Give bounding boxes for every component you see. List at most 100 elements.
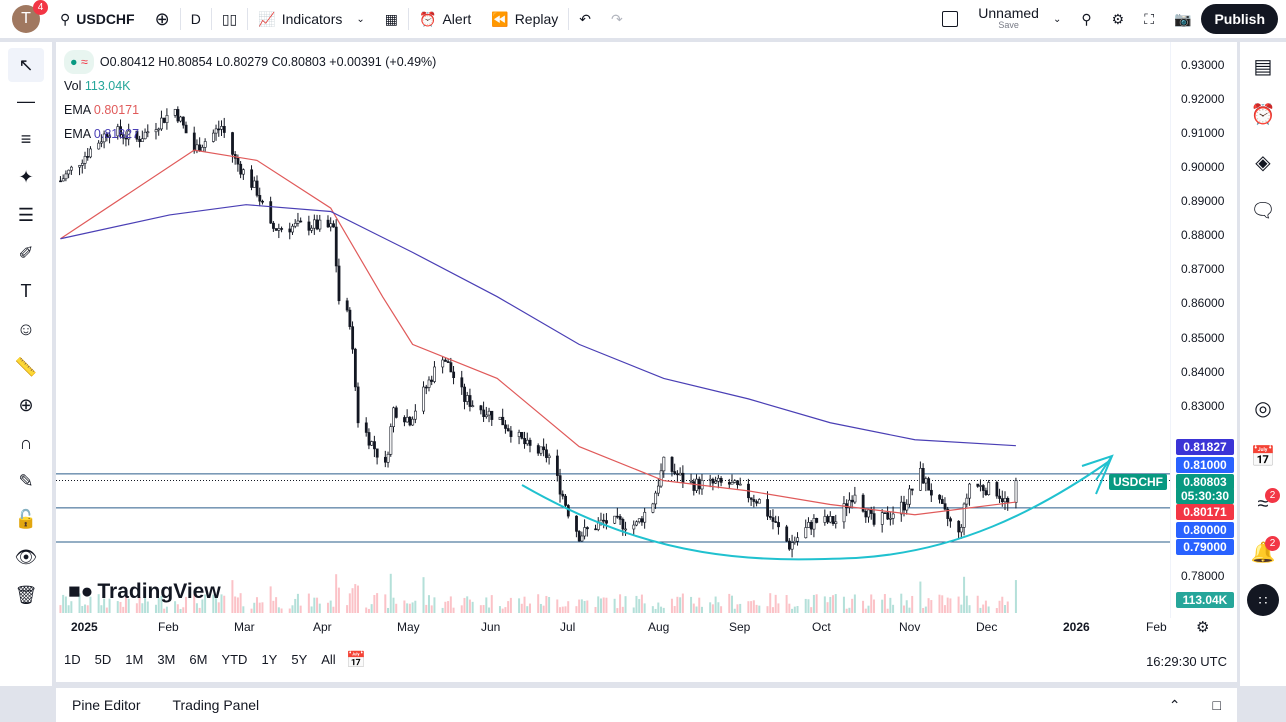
- candle-body: [446, 361, 450, 363]
- candle-body: [738, 483, 742, 486]
- candle-body: [108, 135, 112, 138]
- volume-bar: [490, 595, 493, 613]
- candle-body: [61, 178, 65, 182]
- interval-button[interactable]: D: [190, 11, 201, 27]
- candle-body: [222, 126, 226, 133]
- volume-bar: [755, 604, 758, 613]
- volume-bar: [163, 608, 166, 613]
- maximize-icon[interactable]: □: [1212, 697, 1221, 713]
- alert-button[interactable]: ⏰ Alert: [419, 10, 472, 28]
- candle-body: [389, 426, 393, 455]
- date-range-icon[interactable]: 📅: [346, 652, 366, 669]
- volume-bar: [621, 606, 624, 613]
- candle-body: [577, 531, 581, 542]
- chat-button[interactable]: 🗨: [1240, 186, 1286, 234]
- text-tool[interactable]: T: [0, 272, 52, 310]
- compare-button[interactable]: ⊕: [145, 0, 180, 38]
- volume-bar: [597, 596, 600, 613]
- candle-body: [299, 220, 303, 223]
- notifications-button[interactable]: 🔔 2: [1240, 528, 1286, 576]
- draw-mode-tool[interactable]: ✎: [0, 462, 52, 500]
- range-5y[interactable]: 5Y: [291, 652, 308, 667]
- time-axis[interactable]: 2025 Feb Mar Apr May Jun Jul Aug Sep Oct Nov Dec 202…: [56, 618, 1170, 640]
- candle-body: [943, 503, 947, 510]
- tab-pine-editor[interactable]: Pine Editor: [72, 697, 141, 713]
- apps-button[interactable]: ∷: [1240, 576, 1286, 624]
- news-button[interactable]: ≈2: [1240, 480, 1286, 528]
- volume-bar: [373, 595, 376, 613]
- forecast-tool[interactable]: ☰: [0, 196, 52, 234]
- alerts-panel-button[interactable]: ⏰: [1240, 90, 1286, 138]
- volume-bar: [692, 603, 695, 613]
- volume-bar: [810, 607, 813, 613]
- volume-bar: [220, 594, 223, 613]
- chart-pane[interactable]: ● ≈ O0.80412 H0.80854 L0.80279 C0.80803 +…: [56, 42, 1237, 682]
- candle-body: [100, 141, 103, 144]
- range-ytd[interactable]: YTD: [221, 652, 248, 667]
- range-6m[interactable]: 6M: [189, 652, 208, 667]
- candle-body: [848, 499, 851, 508]
- chart-type-button[interactable]: ▯▯: [212, 0, 247, 38]
- range-1y[interactable]: 1Y: [261, 652, 278, 667]
- volume-value: 113.04K: [84, 79, 131, 93]
- volume-bar: [277, 607, 280, 613]
- volume-bar: [427, 595, 430, 613]
- range-1m[interactable]: 1M: [125, 652, 144, 667]
- volume-bar: [193, 594, 196, 613]
- publish-button[interactable]: Publish: [1201, 4, 1278, 34]
- snapshot-button[interactable]: 📷: [1164, 0, 1201, 38]
- candle-body: [487, 410, 491, 416]
- lock-tool[interactable]: 🔓: [0, 500, 52, 538]
- measure-tool[interactable]: 📏: [0, 348, 52, 386]
- candle-body: [689, 481, 693, 483]
- clock: 16:29:30 UTC: [1146, 654, 1227, 669]
- price-chart[interactable]: [56, 42, 1237, 682]
- settings-button[interactable]: ⚙: [1102, 0, 1135, 38]
- price-tick: 0.85000: [1181, 330, 1225, 345]
- templates-button[interactable]: ▦: [375, 0, 408, 38]
- data-window-button[interactable]: ◎: [1240, 384, 1286, 432]
- volume-bar: [660, 606, 663, 613]
- range-1d[interactable]: 1D: [64, 652, 81, 667]
- icon-tool[interactable]: ☺: [0, 310, 52, 348]
- delete-tool[interactable]: 🗑: [0, 576, 52, 614]
- replay-button[interactable]: ⏪ Replay: [491, 10, 559, 28]
- redo-button[interactable]: ↷: [601, 0, 633, 38]
- candle-body: [921, 468, 925, 484]
- volume-bar: [862, 600, 865, 613]
- candle-body: [217, 128, 221, 131]
- alarm-clock-icon: ⏰: [1250, 103, 1276, 126]
- brush-tool[interactable]: ✐: [0, 234, 52, 272]
- calendar-button[interactable]: 📅: [1240, 432, 1286, 480]
- zoom-tool[interactable]: ⊕: [0, 386, 52, 424]
- undo-button[interactable]: ↶: [569, 0, 601, 38]
- tab-trading-panel[interactable]: Trading Panel: [172, 697, 260, 713]
- trend-line-tool[interactable]: —: [0, 82, 52, 120]
- cursor-tool[interactable]: ↖: [8, 48, 44, 82]
- chevron-up-icon[interactable]: ⌃: [1168, 696, 1181, 713]
- range-3m[interactable]: 3M: [157, 652, 176, 667]
- candle-body: [449, 362, 453, 373]
- price-axis[interactable]: 0.93000 0.92000 0.91000 0.90000 0.89000 0.880…: [1109, 42, 1237, 618]
- range-5d[interactable]: 5D: [94, 652, 112, 667]
- quick-search-button[interactable]: ⚲: [1071, 0, 1101, 38]
- pattern-tool[interactable]: ✦: [0, 158, 52, 196]
- layout-button[interactable]: Unnamed Save ⌄: [932, 0, 1071, 38]
- volume-bar: [736, 604, 739, 613]
- object-tree-button[interactable]: ◈: [1240, 138, 1286, 186]
- watchlist-button[interactable]: ▤: [1240, 42, 1286, 90]
- indicators-button[interactable]: 📈 Indicators ⌄: [258, 10, 365, 28]
- volume-bar: [288, 608, 291, 613]
- magnet-tool[interactable]: ∩: [0, 424, 52, 462]
- range-all[interactable]: All: [321, 652, 336, 667]
- status-pill[interactable]: ● ≈: [64, 50, 94, 74]
- fullscreen-button[interactable]: ⛶: [1134, 0, 1164, 38]
- candle-body: [632, 524, 636, 530]
- symbol-search[interactable]: ⚲ USDCHF: [60, 10, 135, 28]
- hide-tool[interactable]: 👁: [0, 538, 52, 576]
- fib-tool[interactable]: ≡: [0, 120, 52, 158]
- volume-bar: [239, 593, 242, 613]
- volume-bar: [403, 600, 406, 613]
- time-axis-settings-icon[interactable]: ⚙: [1196, 619, 1210, 636]
